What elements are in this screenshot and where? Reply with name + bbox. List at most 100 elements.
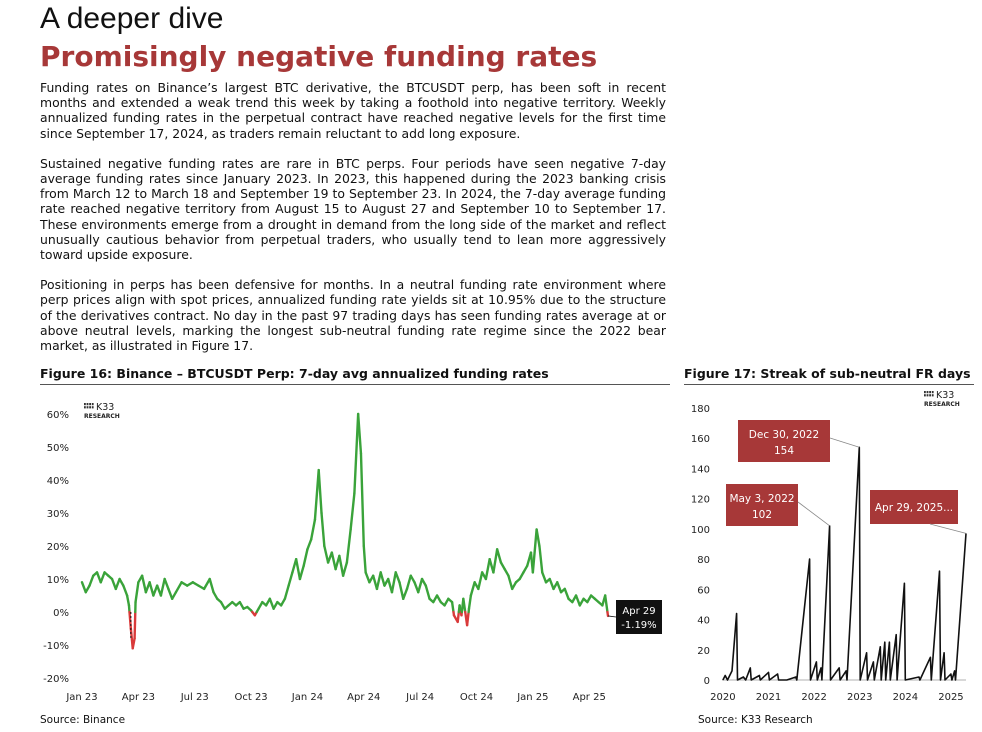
- y-tick-label: 0: [704, 676, 710, 687]
- y-tick-label: 60%: [47, 410, 69, 421]
- latest-value-leader: [607, 615, 617, 618]
- series-segment: [394, 571, 401, 584]
- series-segment: [159, 577, 166, 597]
- figure-16-title: Figure 16: Binance – BTCUSDT Perp: 7-day…: [40, 366, 549, 381]
- series-segment: [518, 571, 525, 581]
- series-segment: [114, 577, 121, 591]
- series-segment: [364, 571, 371, 584]
- streak-series-line: [722, 446, 967, 681]
- callout-may-2022-value: 102: [752, 509, 772, 521]
- y-tick-label: 30%: [47, 509, 69, 520]
- series-segment: [140, 574, 148, 594]
- series-segment: [484, 557, 491, 581]
- series-segment: [563, 587, 570, 601]
- paragraph-1: Funding rates on Binance’s largest BTC d…: [40, 80, 666, 141]
- y-tick-label: 40: [697, 616, 710, 627]
- x-tick-label: 2023: [847, 692, 872, 703]
- callout-dec-2022-label: Dec 30, 2022: [749, 429, 819, 441]
- series-segment: [287, 571, 294, 587]
- series-segment: [219, 600, 226, 610]
- series-segment: [477, 571, 484, 591]
- callout-may-2022-label: May 3, 2022: [729, 493, 794, 505]
- k33-logo-small-brand: K33: [936, 390, 954, 401]
- k33-logo-brand: K33: [96, 402, 114, 413]
- series-segment: [306, 538, 313, 551]
- x-tick-label: 2025: [938, 692, 963, 703]
- k33-logo-sub: RESEARCH: [84, 413, 120, 420]
- series-segment: [88, 574, 95, 587]
- figure-16-rule: [40, 384, 670, 385]
- series-segment: [359, 452, 365, 548]
- x-tick-label: Apr 23: [122, 692, 155, 703]
- series-segment: [578, 597, 585, 607]
- figure-17-source: Source: K33 Research: [698, 714, 813, 726]
- series-segment: [134, 581, 140, 604]
- series-segment: [420, 577, 427, 587]
- callout-apr-2025-label: Apr 29, 2025...: [875, 502, 953, 514]
- x-tick-label: Jan 24: [291, 692, 323, 703]
- callout-may-2022-leader: [797, 501, 830, 527]
- series-segment: [495, 548, 503, 564]
- callout-may-2022-box: [726, 484, 798, 526]
- y-tick-label: 0%: [53, 608, 69, 619]
- y-tick-label: -20%: [43, 674, 69, 685]
- series-segment: [379, 571, 386, 587]
- y-tick-label: 20%: [47, 542, 69, 553]
- series-segment: [375, 571, 382, 591]
- series-segment: [302, 548, 309, 568]
- series-segment: [353, 412, 360, 495]
- y-tick-label: 10%: [47, 575, 69, 586]
- k33-logo-small-sub: RESEARCH: [924, 401, 960, 408]
- series-segment: [202, 577, 211, 591]
- series-segment: [208, 577, 215, 594]
- series-segment: [330, 551, 337, 571]
- series-segment: [398, 581, 405, 601]
- section-kicker: A deeper dive: [40, 2, 224, 35]
- series-segment: [535, 528, 541, 548]
- series-segment: [349, 491, 356, 531]
- y-tick-label: 120: [691, 495, 710, 506]
- series-segment: [424, 584, 431, 601]
- series-segment: [320, 511, 326, 548]
- series-segment: [522, 564, 529, 574]
- figure-17-rule: [684, 384, 974, 385]
- series-segment: [122, 584, 129, 597]
- latest-value-box: [616, 600, 662, 634]
- series-segment: [465, 610, 470, 627]
- series-segment: [323, 544, 330, 564]
- series-segment: [541, 571, 548, 584]
- series-segment: [272, 600, 279, 610]
- series-segment: [309, 518, 317, 541]
- series-segment: [148, 581, 155, 597]
- series-segment: [167, 587, 174, 601]
- y-tick-label: 160: [691, 434, 710, 445]
- x-tick-label: Jul 23: [180, 692, 209, 703]
- series-segment: [283, 584, 290, 601]
- series-segment: [531, 528, 538, 574]
- y-tick-label: 60: [697, 585, 710, 596]
- series-segment: [125, 594, 131, 607]
- series-segment: [499, 561, 506, 571]
- y-tick-label: 140: [691, 464, 710, 475]
- series-segment: [257, 600, 264, 610]
- y-tick-label: 80: [697, 555, 710, 566]
- latest-value-date: Apr 29: [622, 606, 655, 617]
- series-segment: [507, 574, 514, 591]
- series-segment: [556, 581, 563, 594]
- figure-16-source: Source: Binance: [40, 714, 126, 726]
- funding-rate-chart: 60% 50% 40% 30% 20% 10% 0% -10% -20% Jan 23 Apr 23…: [43, 402, 662, 703]
- x-tick-label: 2020: [710, 692, 735, 703]
- series-segment: [345, 528, 352, 564]
- x-tick-label: Jan 23: [65, 692, 97, 703]
- paragraph-3: Positioning in perps has been defensive …: [40, 277, 666, 354]
- y-tick-label: 40%: [47, 476, 69, 487]
- callout-dec-2022-value: 154: [774, 445, 794, 457]
- x-tick-label: Apr 24: [347, 692, 380, 703]
- latest-value-number: -1.19%: [621, 620, 656, 631]
- series-segment: [417, 577, 424, 594]
- series-segment: [435, 594, 443, 604]
- x-tick-label: Oct 24: [460, 692, 493, 703]
- series-segment: [362, 544, 367, 574]
- series-segment: [268, 597, 275, 610]
